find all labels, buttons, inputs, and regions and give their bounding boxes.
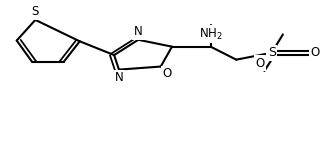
- Text: N: N: [134, 25, 143, 38]
- Text: S: S: [32, 5, 39, 18]
- Text: NH$_2$: NH$_2$: [199, 27, 223, 42]
- Text: O: O: [310, 46, 319, 59]
- Text: O: O: [162, 67, 172, 80]
- Text: S: S: [268, 46, 276, 59]
- Text: O: O: [256, 57, 265, 70]
- Text: N: N: [115, 71, 123, 84]
